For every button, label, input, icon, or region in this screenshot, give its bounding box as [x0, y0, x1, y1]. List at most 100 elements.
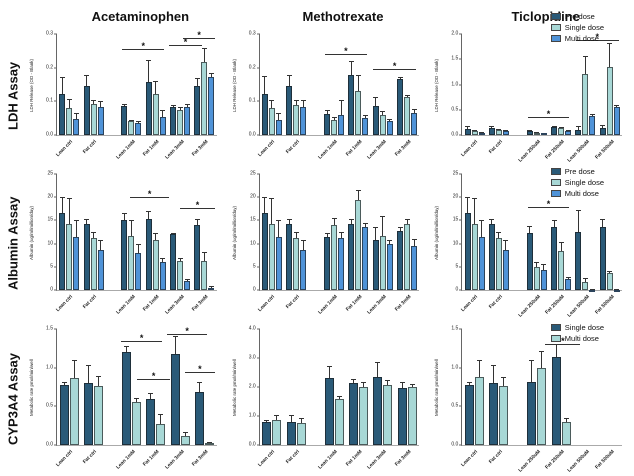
- y-tick-mark: [459, 196, 463, 198]
- bar-fill: [170, 107, 177, 135]
- error-bar-cap: [206, 441, 212, 443]
- y-tick-label: 25: [47, 170, 53, 177]
- x-category-label: Lean 1mM: [317, 449, 339, 471]
- chart-panel-cyp3a4-ticlopidine: Metabolic rate pmol/min/well 0.0 0.5 1.0 1.5…: [431, 321, 634, 476]
- error-bar-stem: [137, 121, 139, 123]
- x-category: Lean ctrl: [460, 136, 486, 166]
- error-bar: [348, 60, 354, 76]
- bar-multi-dose: [97, 239, 104, 290]
- significance-marker: *: [325, 47, 367, 56]
- bar-multi-dose: [338, 100, 344, 135]
- error-bar: [397, 77, 403, 80]
- significance-line: [325, 54, 367, 56]
- error-bar-stem: [399, 78, 401, 80]
- error-bar-cap: [128, 119, 134, 121]
- plot-area: 0 5 10 15 20 25 * *: [47, 171, 217, 292]
- error-bar: [60, 381, 69, 386]
- bar-fill: [293, 104, 300, 135]
- error-bar-stem: [98, 377, 100, 387]
- y-tick-mark: [54, 67, 57, 69]
- y-tick-label: 0.1: [46, 97, 53, 104]
- x-category-label: Lean ctrl: [257, 294, 277, 313]
- bar-multi-dose: [502, 129, 509, 135]
- bar-pre-dose: [83, 218, 90, 290]
- error-bar-cap: [489, 219, 495, 221]
- error-bar-stem: [560, 243, 562, 252]
- error-bar: [552, 344, 561, 357]
- y-tick-mark: [54, 266, 57, 268]
- error-bar: [208, 73, 214, 78]
- x-category: Fat 1mM: [142, 291, 168, 321]
- bar-fill: [348, 224, 355, 290]
- bar-single-dose: [84, 365, 94, 445]
- error-bar: [558, 127, 564, 129]
- bar-group: [395, 34, 419, 135]
- error-bar-cap: [153, 81, 159, 83]
- error-bar-stem: [481, 221, 483, 237]
- error-bar: [380, 111, 386, 115]
- x-axis-labels: Lean ctrl Fat ctrl Lean 1mM Fat 1mM Lean 3mM…: [257, 446, 420, 476]
- y-tick-mark: [54, 289, 57, 291]
- error-bar-cap: [541, 264, 547, 266]
- bar-pre-dose: [286, 218, 293, 290]
- y-tick-mark: [459, 405, 463, 407]
- bar-fill: [90, 238, 97, 290]
- y-axis-label: Metabolic rate pmol/min/well: [434, 359, 440, 416]
- error-bar: [338, 100, 344, 116]
- bar-pre-dose: [372, 97, 379, 135]
- plot-area: 0.0 0.5 1.0 1.5 *: [451, 326, 622, 447]
- bar-multi-dose: [589, 289, 596, 292]
- bar-multi-dose: [159, 110, 166, 135]
- bar-single-dose: [194, 382, 204, 445]
- x-category-label: Lean ctrl: [54, 449, 74, 468]
- error-bar-stem: [75, 221, 77, 237]
- bar-single-dose: [527, 359, 537, 445]
- error-bar: [575, 126, 581, 131]
- bar-pre-dose: [551, 220, 558, 290]
- error-bar: [565, 277, 571, 280]
- error-bar-cap: [575, 209, 581, 211]
- y-tick-label: 0.2: [248, 64, 256, 71]
- error-bar: [324, 110, 330, 114]
- bar-group: [57, 329, 81, 445]
- bar-multi-dose: [73, 220, 80, 290]
- significance-marker: *: [136, 372, 171, 381]
- bar-pre-dose: [170, 232, 177, 290]
- error-bar: [286, 218, 292, 225]
- error-bar: [262, 76, 268, 94]
- error-bar: [411, 239, 417, 246]
- column-title-methotrexate: Methotrexate: [302, 8, 384, 24]
- bar-single-dose: [582, 277, 589, 290]
- bar-group: [168, 34, 192, 135]
- chart-panel-albumin-acetaminophen: Albumin (ug/ml/million/day) 0 5 10 15 20 25 * * L…: [26, 166, 229, 321]
- x-category: Fat 1mM: [142, 136, 168, 166]
- error-bar-stem: [179, 258, 181, 262]
- bar-fill: [489, 383, 499, 445]
- error-bar: [272, 414, 281, 420]
- error-bar-cap: [59, 77, 65, 79]
- error-bar: [121, 104, 127, 107]
- x-category-label: Fat ctrl: [82, 449, 99, 466]
- x-category: Fat ctrl: [486, 136, 511, 166]
- bar-single-dose: [152, 232, 159, 290]
- error-bar-cap: [563, 417, 569, 419]
- bar-multi-dose: [272, 414, 282, 445]
- bar-multi-dose: [565, 130, 572, 135]
- error-bar-cap: [411, 109, 417, 111]
- x-category: Lean 3mM: [366, 291, 395, 321]
- bar-fill: [348, 382, 358, 445]
- error-bar-stem: [295, 233, 297, 239]
- x-category-label: Fat 250uM: [544, 139, 567, 161]
- bar-pre-dose: [397, 77, 404, 135]
- bar-group: [192, 34, 216, 135]
- bar-single-dose: [355, 190, 362, 290]
- bar-fill: [94, 386, 104, 445]
- y-tick-label: 0.0: [451, 441, 459, 448]
- x-category: Fat 3mM: [394, 446, 420, 476]
- bar-single-dose: [533, 132, 540, 135]
- x-category-label: Fat 250uM: [544, 449, 567, 471]
- y-tick-label: 15: [250, 216, 256, 223]
- y-tick-label: 0.5: [46, 402, 53, 409]
- bar-fill: [502, 250, 509, 290]
- y-tick-label: 1.5: [46, 325, 53, 332]
